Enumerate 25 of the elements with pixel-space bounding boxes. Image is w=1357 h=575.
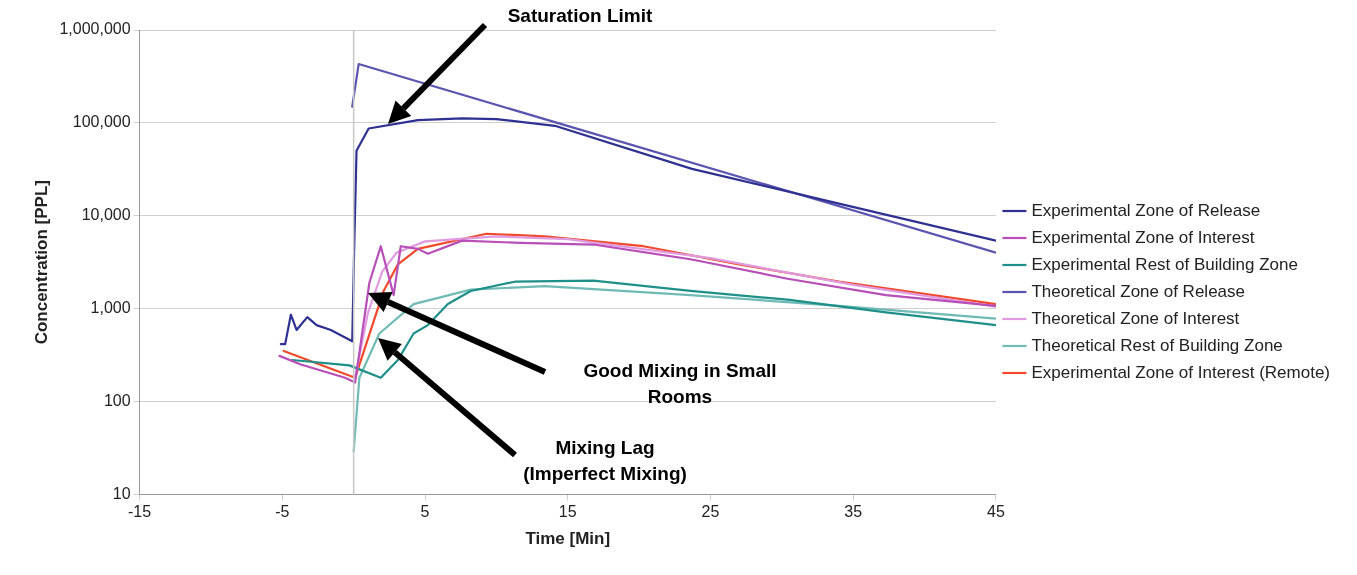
x-tick-label: -5	[275, 503, 290, 521]
legend-label: Experimental Rest of Building Zone	[1031, 254, 1298, 274]
legend-label: Experimental Zone of Release	[1031, 200, 1261, 220]
y-tick-label: 100,000	[72, 113, 131, 131]
text: Saturation Limit	[507, 5, 653, 27]
x-tick-label: 35	[844, 503, 863, 521]
y-axis-title: Concentration [PPL]	[31, 180, 51, 345]
x-tick-label: -15	[128, 503, 152, 521]
legend-label: Experimental Zone of Interest	[1031, 227, 1255, 247]
legend-label: Theoretical Zone of Release	[1031, 281, 1245, 301]
legend-label: Theoretical Zone of Interest	[1031, 308, 1240, 328]
legend-label: Experimental Zone of Interest (Remote)	[1031, 362, 1331, 382]
x-axis-title: Time [Min]	[525, 529, 611, 549]
y-tick-label: 100	[103, 391, 131, 409]
x-tick-label: 25	[701, 503, 720, 521]
x-tick-label: 5	[420, 503, 430, 521]
x-tick-label: 15	[558, 503, 577, 521]
y-tick-label: 10	[112, 484, 131, 502]
y-tick-label: 10,000	[81, 206, 131, 224]
annotation: Good Mixing in Small Rooms	[583, 360, 777, 408]
y-tick-label: 1,000	[90, 299, 131, 317]
y-tick-label: 1,000,000	[59, 20, 131, 38]
annotation: Mixing Lag (Imperfect Mixing)	[523, 437, 687, 485]
x-tick-label: 45	[987, 503, 1005, 521]
legend-label: Theoretical Rest of Building Zone	[1031, 335, 1283, 355]
